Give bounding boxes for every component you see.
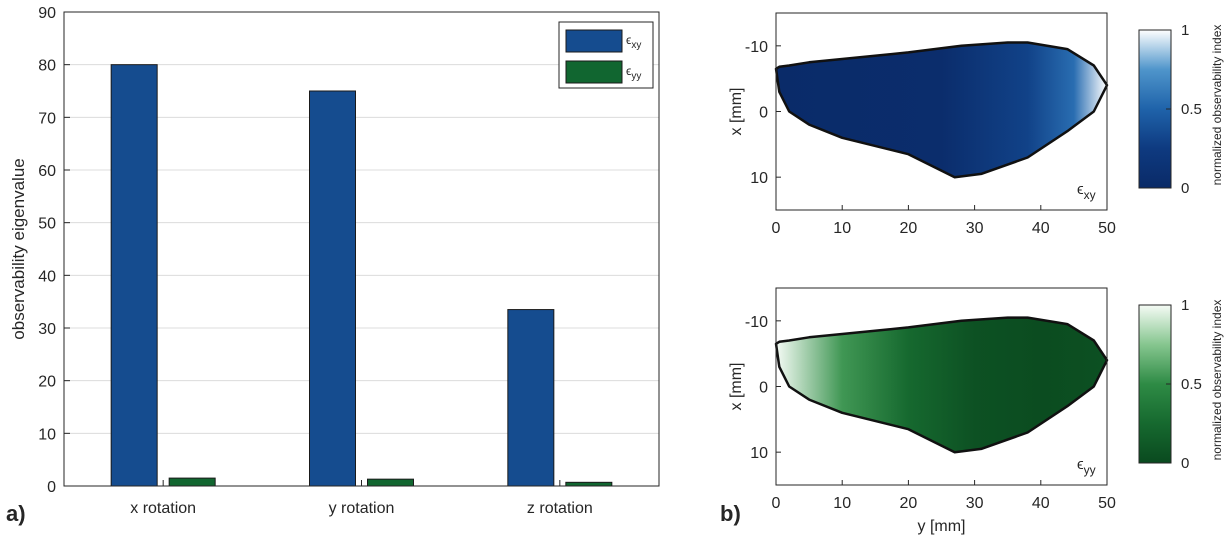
colorbar: [1138, 304, 1172, 464]
heatmap-x-axis-label: y [mm]: [918, 518, 966, 535]
heatmap-y-tick-label: -10: [745, 314, 768, 331]
heatmap-x-tick-label: 40: [1032, 495, 1050, 512]
heatmap-x-tick-label: 0: [772, 495, 781, 512]
heatmap-x-tick-label: 50: [1098, 495, 1116, 512]
heatmap-annotation: ϵyy: [1077, 456, 1096, 477]
bar-x-tick-label: x rotation: [130, 500, 196, 517]
heatmap-y-axis-label: x [mm]: [728, 88, 745, 136]
heatmap-x-tick-label: 40: [1032, 220, 1050, 237]
bar-exy-z-rotation: [507, 309, 555, 487]
bar-exy-x-rotation: [110, 64, 158, 487]
legend-entry-label: ϵxy: [626, 33, 641, 51]
colorbar-tick-label: 0.5: [1181, 376, 1202, 393]
bar-chart: 0 10 20 30 40 50 60 70 80 90 x rotation y rotation…: [9, 5, 660, 517]
heatmap-y-axis-label: x [mm]: [728, 363, 745, 411]
bar-plot-area: [64, 12, 659, 486]
heatmap-x-tick-label: 30: [966, 220, 984, 237]
colorbar-tick-label: 1: [1181, 22, 1189, 39]
heatmap-y-tick-label: 0: [759, 105, 768, 122]
heatmap-x-tick-label: 10: [833, 495, 851, 512]
bar-x-tick-label: y rotation: [329, 500, 395, 517]
bar-y-axis-label: observability eigenvalue: [9, 158, 28, 339]
bar-y-tick-label: 60: [38, 163, 56, 180]
bar-eyy-y-rotation: [367, 478, 414, 487]
heatmap-annotation: ϵxy: [1077, 181, 1096, 202]
colorbar-tick-label: 0: [1181, 180, 1189, 197]
colorbar-tick-label: 1: [1181, 297, 1189, 314]
panel-label-a: a): [6, 501, 26, 526]
heatmap-y-tick-label: 0: [759, 380, 768, 397]
bar-y-tick-label: 20: [38, 374, 56, 391]
colorbar-label: normalized observability index: [1210, 300, 1224, 461]
legend-swatch: [565, 29, 623, 53]
panel-label-b: b): [720, 501, 741, 526]
bar-legend: ϵxy ϵyy: [558, 21, 654, 89]
bar-y-tick-label: 90: [38, 5, 56, 22]
bar-eyy-z-rotation: [565, 481, 613, 487]
colorbar-label: normalized observability index: [1210, 25, 1224, 186]
heatmap-x-tick-label: 20: [900, 495, 918, 512]
bar-y-tick-label: 50: [38, 216, 56, 233]
heatmap-y-tick-label: -10: [745, 39, 768, 56]
colorbar-tick-label: 0: [1181, 455, 1189, 472]
heatmap-x-tick-label: 20: [900, 220, 918, 237]
bar-y-tick-label: 40: [38, 268, 56, 285]
heatmap-y-tick-label: 10: [750, 170, 768, 187]
heatmap-yy: 0 10 20 30 40 50 -10 0 10 x [mm] y [mm] ϵyy 0 0.5 1 nor…: [728, 287, 1224, 535]
bar-y-tick-label: 0: [47, 479, 56, 496]
heatmap-x-tick-label: 30: [966, 495, 984, 512]
bar-x-tick-label: z rotation: [527, 500, 593, 517]
bar-exy-y-rotation: [309, 90, 356, 487]
bar-y-tick-label: 30: [38, 321, 56, 338]
bar-y-tick-label: 10: [38, 426, 56, 443]
heatmap-xy: 0 10 20 30 40 50 -10 0 10 x [mm] ϵxy 0 0.5 1 normalize…: [728, 12, 1224, 237]
heatmap-x-tick-label: 0: [772, 220, 781, 237]
colorbar-tick-label: 0.5: [1181, 101, 1202, 118]
heatmap-x-tick-label: 50: [1098, 220, 1116, 237]
bar-y-tick-label: 70: [38, 110, 56, 127]
heatmap-y-tick-label: 10: [750, 445, 768, 462]
heatmap-x-tick-label: 10: [833, 220, 851, 237]
legend-swatch: [565, 60, 623, 84]
bar-y-tick-label: 80: [38, 58, 56, 75]
legend-entry-label: ϵyy: [626, 64, 641, 82]
bar-eyy-x-rotation: [168, 477, 216, 487]
